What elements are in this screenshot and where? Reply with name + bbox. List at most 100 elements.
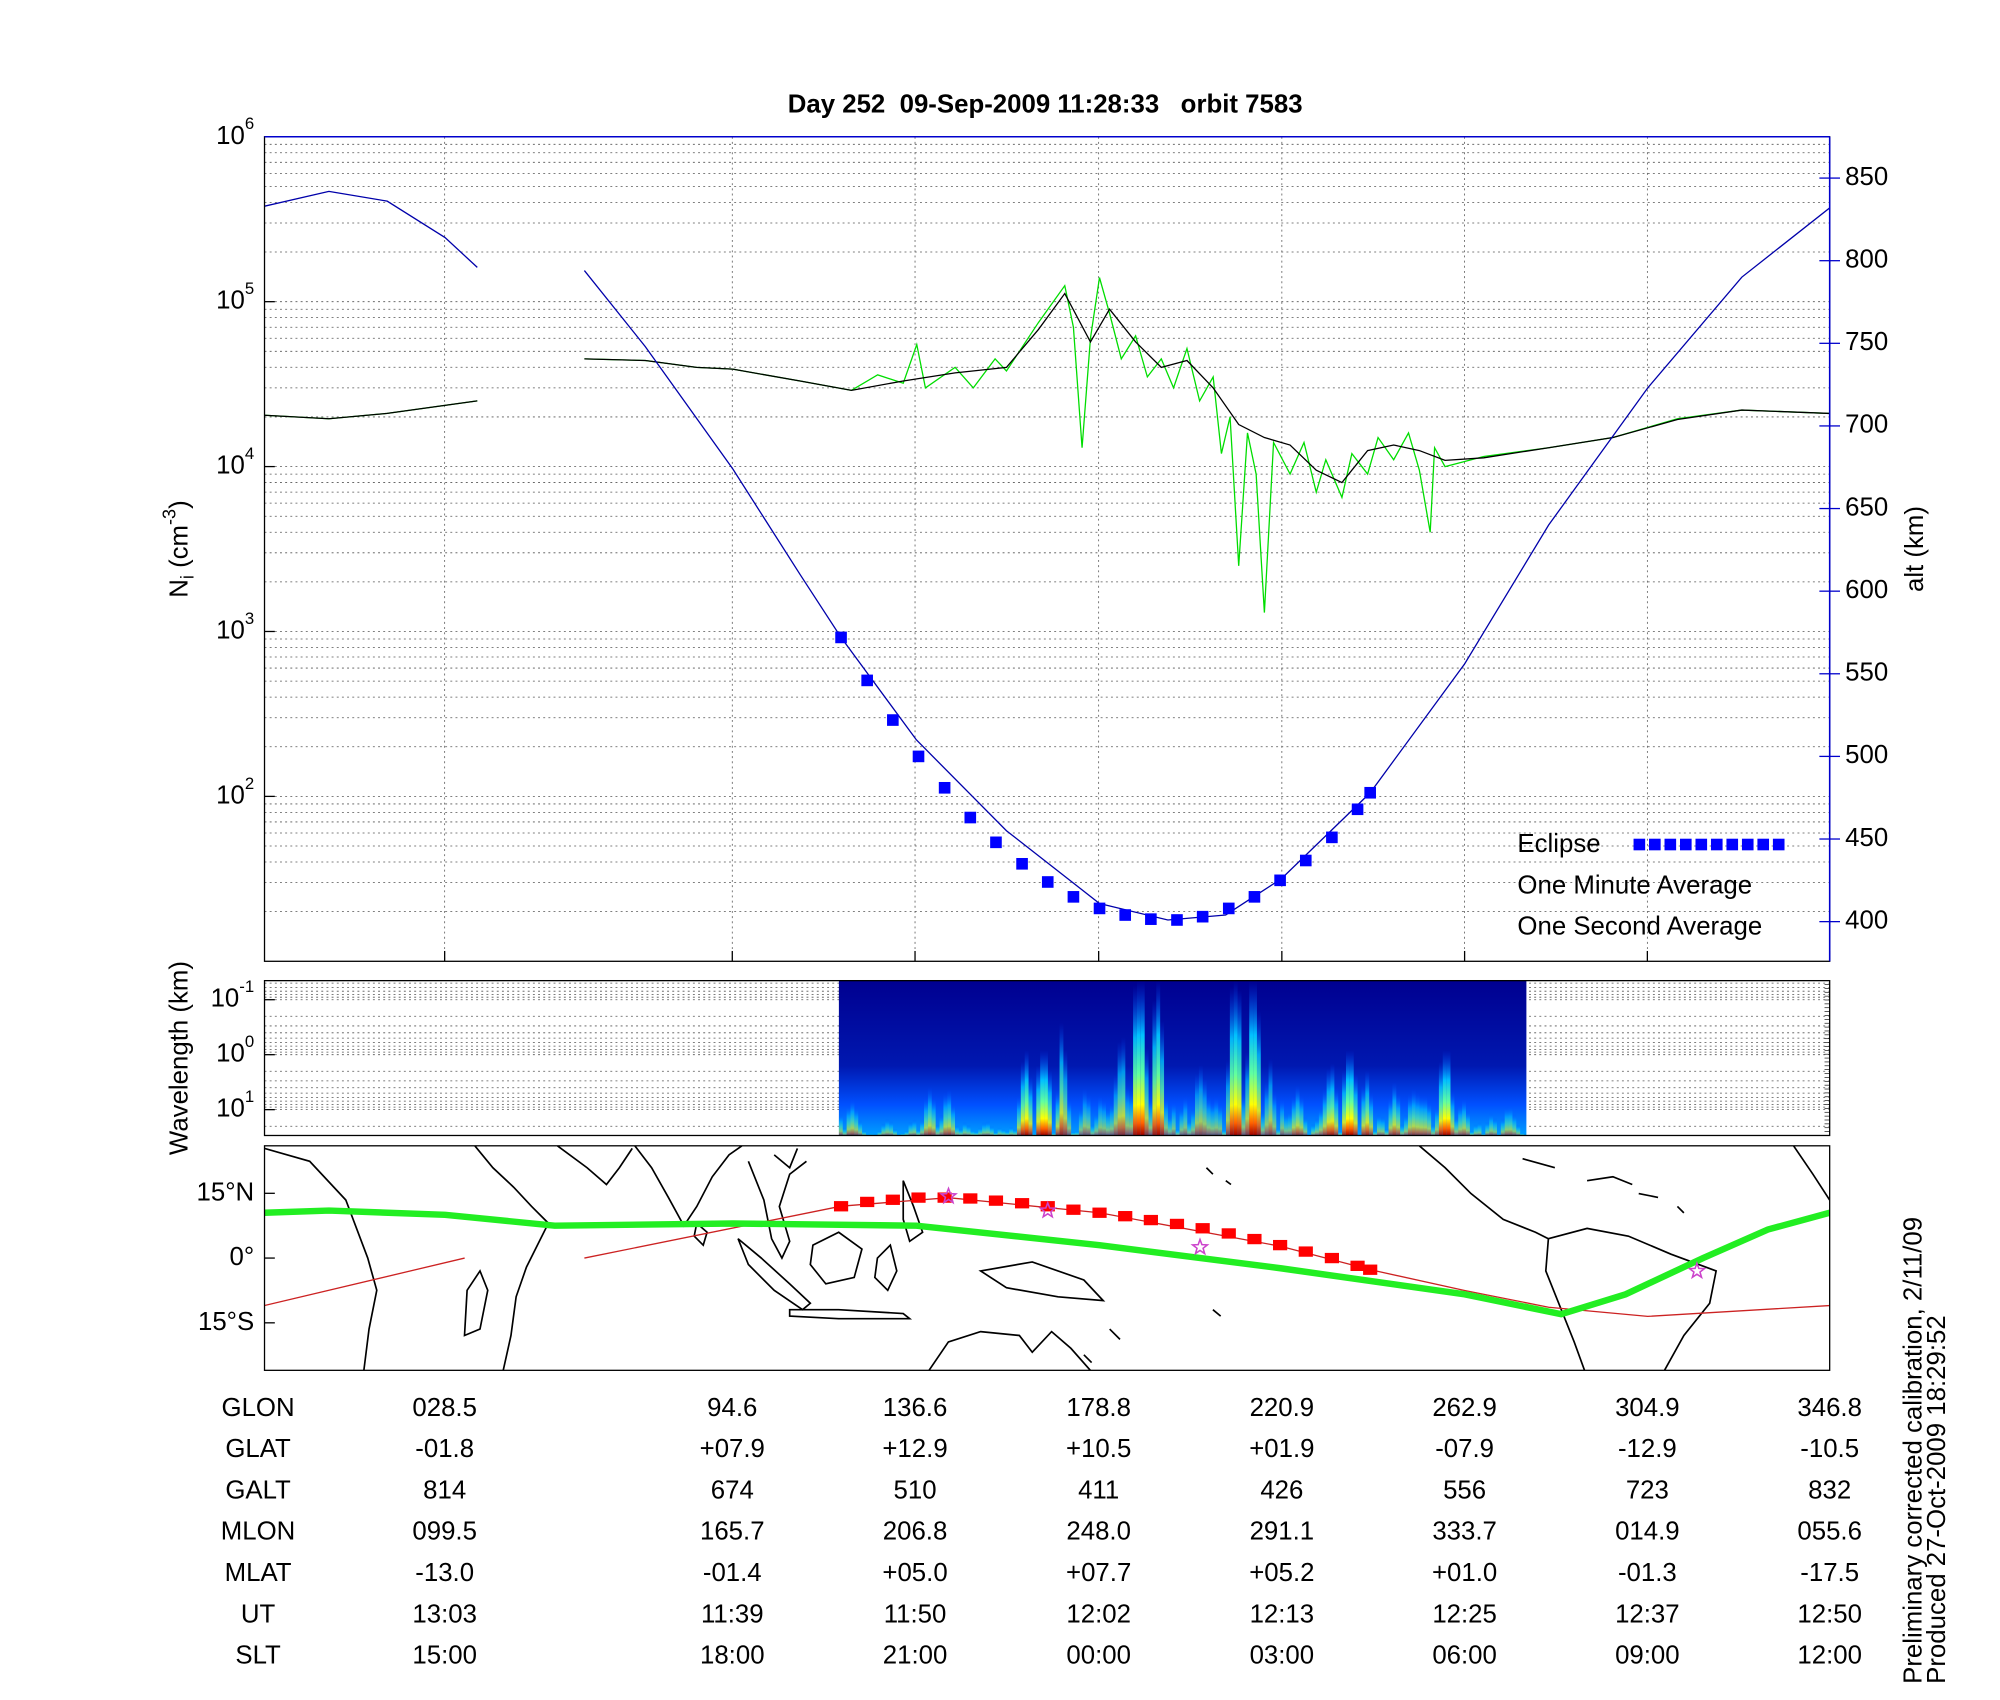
spectrogram-streak — [1438, 1061, 1443, 1136]
table-cell: 00:00 — [1066, 1642, 1131, 1670]
square-marker — [938, 781, 951, 794]
spectrogram-streak — [1508, 1105, 1513, 1136]
spectrogram-streak — [858, 1120, 863, 1136]
square-marker — [1014, 1198, 1030, 1209]
spectrogram-streak — [947, 1089, 952, 1136]
square-marker — [964, 811, 977, 824]
table-cell: +12.9 — [882, 1435, 947, 1463]
spectrogram-streak — [1280, 1098, 1285, 1136]
y-label-text: N — [165, 579, 193, 598]
legend-swatch — [1741, 838, 1754, 851]
spectrogram-streak — [1384, 1128, 1389, 1136]
square-marker — [1041, 876, 1054, 888]
table-cell: 723 — [1626, 1476, 1669, 1504]
spectrogram-streak — [1334, 1087, 1339, 1136]
legend-swatch — [1695, 838, 1708, 851]
spectrogram-streak — [1477, 1122, 1482, 1136]
spectrogram-streak — [1113, 1074, 1118, 1136]
spectrogram-streak — [951, 1103, 956, 1136]
y-label-unit: (cm — [165, 525, 193, 575]
spectrogram-streak — [1268, 1058, 1273, 1136]
y-tick-label-base: 10 — [216, 1039, 245, 1067]
spectrogram-streak — [1249, 980, 1254, 1136]
x-tick-label: 028.5 — [412, 1394, 477, 1422]
y-tick-label-base: 10 — [211, 985, 240, 1013]
data-line — [264, 190, 1830, 921]
table-cell: 11:50 — [884, 1600, 947, 1628]
spectrogram-streak — [877, 1130, 882, 1136]
square-marker — [1119, 909, 1132, 921]
square-marker — [1273, 1239, 1288, 1251]
table-cell: -10.5 — [1800, 1435, 1859, 1463]
spectrogram-streak — [1063, 1049, 1068, 1136]
spectrogram-streak — [1148, 1096, 1153, 1136]
y-tick-label-exponent: 3 — [245, 609, 254, 628]
spectrogram-streak — [1400, 1123, 1405, 1136]
spectrogram-streak — [1175, 1128, 1180, 1136]
table-cell: 055.6 — [1797, 1518, 1862, 1546]
coastline — [556, 1145, 633, 1186]
x-tick-label: 94.6 — [707, 1394, 757, 1422]
table-row-label: GLAT — [225, 1435, 291, 1463]
spectrogram-streak — [1489, 1112, 1494, 1136]
spectrogram-streak — [1361, 1085, 1366, 1136]
spectrogram-streak — [1454, 1116, 1459, 1136]
square-marker — [887, 714, 899, 726]
spectrogram-streak — [1105, 1108, 1110, 1136]
spectrogram-streak — [1303, 1116, 1308, 1136]
spectrogram-streak — [1078, 1107, 1083, 1136]
table-cell: -01.3 — [1618, 1559, 1677, 1587]
spectrogram-streak — [1520, 1132, 1525, 1136]
table-cell: 12:02 — [1066, 1600, 1131, 1628]
square-marker — [988, 1195, 1004, 1206]
spectrogram-streak — [1020, 1061, 1025, 1136]
square-marker — [1298, 1246, 1313, 1257]
y-tick-label-base: 10 — [216, 451, 245, 479]
spectrogram-streak — [1086, 1094, 1091, 1136]
y-tick-label: 100 — [216, 1033, 254, 1068]
table-cell: +05.0 — [882, 1559, 947, 1587]
spectrogram-streak — [1396, 1093, 1401, 1136]
star-marker — [1038, 1200, 1058, 1219]
spectrogram-streak — [1032, 1133, 1037, 1136]
table-cell: +10.5 — [1066, 1435, 1131, 1463]
spectrogram-streak — [935, 1124, 940, 1136]
spectrogram-streak — [1407, 1093, 1412, 1136]
plot-frame — [263, 1145, 1831, 1371]
table-row-label: SLT — [235, 1642, 281, 1670]
table-cell: -07.9 — [1435, 1435, 1494, 1463]
spectrogram-streak — [931, 1097, 936, 1136]
spectrogram-streak — [1129, 1089, 1134, 1136]
table-cell: -13.0 — [415, 1559, 474, 1587]
spectrogram-streak — [1504, 1106, 1509, 1136]
coastline — [1548, 1227, 1718, 1371]
square-marker — [1066, 1204, 1081, 1215]
y-label-close: ) — [165, 500, 193, 509]
spectrogram-streak — [1013, 1129, 1017, 1136]
spectrogram-streak — [1253, 980, 1257, 1136]
legend-label: One Second Average — [1517, 913, 1762, 941]
y-tick-label: 104 — [216, 444, 254, 479]
table-cell: 12:37 — [1615, 1600, 1680, 1628]
coastline — [773, 1148, 799, 1170]
spectrogram-streak — [1485, 1121, 1490, 1136]
coastline — [902, 1180, 924, 1243]
spectrogram-streak — [1376, 1114, 1381, 1136]
spectrogram-streak — [1295, 1085, 1300, 1136]
y-tick-label-exponent: 5 — [245, 280, 254, 299]
y-axis-label: Ni (cm-3) — [159, 500, 197, 597]
track-line — [264, 1207, 1830, 1318]
square-marker — [1196, 910, 1209, 923]
square-marker — [835, 631, 847, 644]
square-marker — [1221, 1228, 1236, 1239]
spectrogram-streak — [1450, 1091, 1455, 1136]
y-tick-label-exponent: 4 — [245, 444, 254, 463]
spectrogram-streak — [1462, 1098, 1466, 1136]
y-tick-label-exponent: 2 — [245, 774, 254, 793]
y2-tick-label: 550 — [1845, 659, 1888, 687]
spectrogram-streak — [927, 1087, 932, 1136]
spectrogram-streak — [1380, 1116, 1385, 1136]
legend-swatch — [1633, 838, 1646, 851]
square-marker — [1145, 913, 1157, 925]
footer-note: Preliminary corrected calibration, 2/11/… — [1900, 1217, 1928, 1684]
